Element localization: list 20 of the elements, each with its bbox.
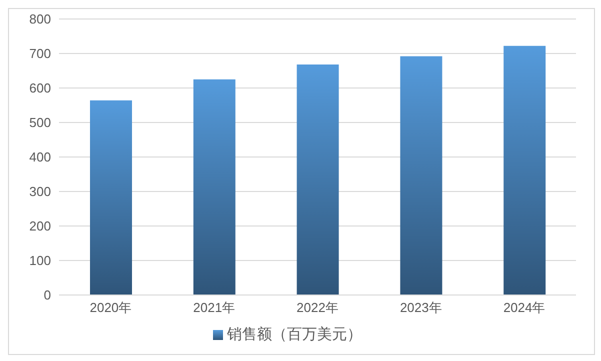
x-tick-label: 2022年 [296, 300, 338, 316]
y-tick-label: 800 [29, 12, 51, 27]
legend-label: 销售额（百万美元） [227, 326, 362, 343]
bar [193, 79, 236, 295]
y-tick-label: 0 [44, 288, 51, 303]
y-tick-label: 700 [29, 46, 51, 62]
y-tick-label: 500 [29, 115, 51, 130]
y-tick-label: 600 [29, 80, 51, 96]
x-tick-label: 2020年 [90, 300, 132, 316]
x-tick-label: 2021年 [193, 300, 236, 316]
x-tick-label: 2023年 [400, 300, 442, 316]
bar [296, 64, 339, 295]
bar [90, 100, 132, 295]
y-tick-label: 400 [29, 150, 51, 165]
x-tick-label: 2024年 [503, 300, 546, 316]
y-tick-label: 300 [29, 184, 51, 200]
bar [504, 46, 546, 295]
bar [400, 56, 442, 295]
y-tick-label: 200 [29, 218, 51, 234]
y-tick-label: 100 [29, 253, 51, 268]
